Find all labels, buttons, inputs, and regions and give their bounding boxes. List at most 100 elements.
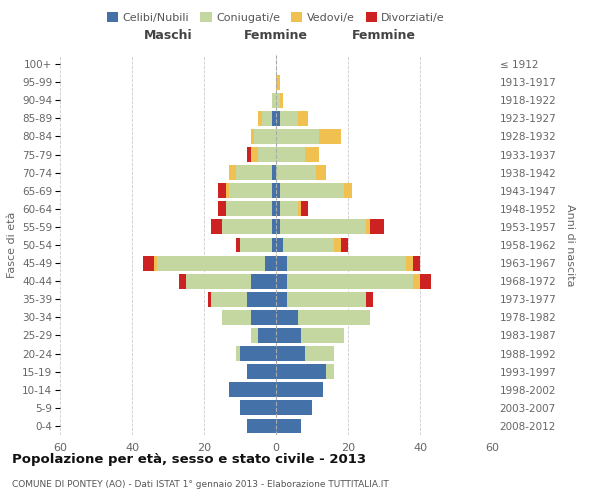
Bar — [366, 292, 373, 306]
Bar — [334, 238, 341, 252]
Bar — [186, 274, 251, 288]
Bar — [218, 184, 226, 198]
Bar — [276, 184, 280, 198]
Bar — [406, 256, 413, 270]
Text: Femmine: Femmine — [244, 28, 308, 42]
Bar — [298, 111, 308, 126]
Bar — [287, 256, 406, 270]
Bar — [276, 346, 305, 361]
Bar — [258, 147, 276, 162]
Bar — [276, 238, 283, 252]
Bar — [276, 147, 305, 162]
Bar — [276, 74, 280, 90]
Bar — [272, 165, 276, 180]
Bar — [280, 93, 283, 108]
Bar — [276, 310, 298, 325]
Bar — [251, 129, 254, 144]
Bar — [276, 364, 326, 379]
Bar — [298, 202, 301, 216]
Bar — [254, 129, 276, 144]
Bar — [251, 274, 276, 288]
Bar — [236, 238, 240, 252]
Bar — [280, 220, 366, 234]
Bar — [251, 328, 258, 343]
Bar — [222, 220, 272, 234]
Bar — [276, 328, 301, 343]
Bar — [276, 274, 287, 288]
Text: Popolazione per età, sesso e stato civile - 2013: Popolazione per età, sesso e stato civil… — [12, 452, 366, 466]
Bar — [222, 310, 251, 325]
Bar — [413, 256, 420, 270]
Bar — [240, 238, 272, 252]
Bar — [305, 147, 319, 162]
Bar — [276, 382, 323, 397]
Bar — [262, 111, 272, 126]
Bar — [258, 111, 262, 126]
Bar — [154, 256, 157, 270]
Bar — [341, 238, 348, 252]
Bar — [157, 256, 265, 270]
Bar — [258, 328, 276, 343]
Bar — [420, 274, 431, 288]
Text: Femmine: Femmine — [352, 28, 416, 42]
Bar — [211, 292, 247, 306]
Bar — [305, 346, 334, 361]
Bar — [283, 238, 334, 252]
Y-axis label: Fasce di età: Fasce di età — [7, 212, 17, 278]
Text: Maschi: Maschi — [143, 28, 193, 42]
Bar — [316, 165, 326, 180]
Bar — [413, 274, 420, 288]
Bar — [287, 292, 366, 306]
Bar — [229, 382, 276, 397]
Bar — [251, 147, 258, 162]
Text: COMUNE DI PONTEY (AO) - Dati ISTAT 1° gennaio 2013 - Elaborazione TUTTITALIA.IT: COMUNE DI PONTEY (AO) - Dati ISTAT 1° ge… — [12, 480, 389, 489]
Bar — [276, 202, 280, 216]
Bar — [251, 310, 276, 325]
Bar — [276, 111, 280, 126]
Bar — [272, 238, 276, 252]
Bar — [240, 400, 276, 415]
Bar — [179, 274, 186, 288]
Bar — [236, 346, 240, 361]
Bar — [276, 292, 287, 306]
Bar — [276, 418, 301, 434]
Bar — [272, 111, 276, 126]
Bar — [280, 111, 298, 126]
Bar — [301, 202, 308, 216]
Legend: Celibi/Nubili, Coniugati/e, Vedovi/e, Divorziati/e: Celibi/Nubili, Coniugati/e, Vedovi/e, Di… — [103, 8, 449, 28]
Bar — [240, 346, 276, 361]
Bar — [280, 184, 344, 198]
Bar — [344, 184, 352, 198]
Bar — [276, 165, 316, 180]
Bar — [236, 165, 272, 180]
Y-axis label: Anni di nascita: Anni di nascita — [565, 204, 575, 286]
Bar — [276, 220, 280, 234]
Bar — [143, 256, 154, 270]
Bar — [272, 184, 276, 198]
Bar — [280, 202, 298, 216]
Bar — [370, 220, 384, 234]
Bar — [287, 274, 413, 288]
Bar — [218, 202, 226, 216]
Bar — [301, 328, 344, 343]
Bar — [276, 256, 287, 270]
Bar — [247, 418, 276, 434]
Bar — [319, 129, 341, 144]
Bar — [272, 220, 276, 234]
Bar — [208, 292, 211, 306]
Bar — [229, 165, 236, 180]
Bar — [272, 93, 276, 108]
Bar — [226, 202, 272, 216]
Bar — [226, 184, 229, 198]
Bar — [276, 400, 312, 415]
Bar — [265, 256, 276, 270]
Bar — [247, 292, 276, 306]
Bar — [272, 202, 276, 216]
Bar — [211, 220, 222, 234]
Bar — [276, 129, 319, 144]
Bar — [276, 93, 280, 108]
Bar — [247, 147, 251, 162]
Bar — [229, 184, 272, 198]
Bar — [247, 364, 276, 379]
Bar — [366, 220, 370, 234]
